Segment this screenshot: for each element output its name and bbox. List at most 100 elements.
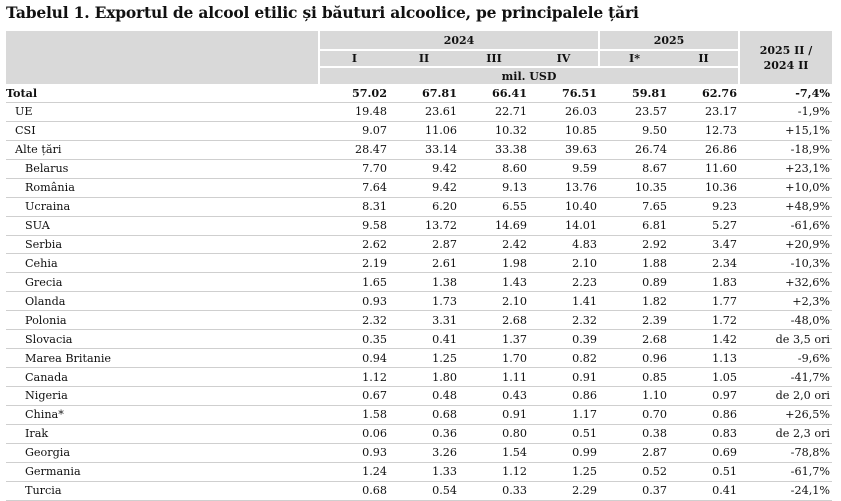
row-label: Grecia <box>6 272 319 293</box>
change-cell: -41,7% <box>739 367 832 387</box>
value-cell: 2.42 <box>459 235 529 255</box>
value-cell: 0.86 <box>669 405 739 425</box>
change-cell: -1,9% <box>739 102 832 122</box>
value-cell: 2.32 <box>319 310 389 331</box>
table-row: Canada 1.12 1.80 1.11 0.91 0.85 1.05 -41,7% <box>6 367 832 387</box>
value-cell: 0.41 <box>669 481 739 501</box>
value-cell: 0.93 <box>319 443 389 463</box>
value-cell: 0.33 <box>459 481 529 501</box>
table-title: Tabelul 1. Exportul de alcool etilic și … <box>6 3 639 22</box>
value-cell: 6.55 <box>459 197 529 217</box>
value-cell: 9.42 <box>389 159 459 179</box>
value-cell: 57.02 <box>319 84 389 103</box>
row-label: Irak <box>6 424 319 444</box>
value-cell: 2.62 <box>319 235 389 255</box>
change-cell: -61,7% <box>739 462 832 482</box>
value-cell: 1.77 <box>669 291 739 312</box>
value-cell: 1.12 <box>459 462 529 482</box>
table-row: Grecia 1.65 1.38 1.43 2.23 0.89 1.83 +32,6% <box>6 272 832 293</box>
change-cell: -48,0% <box>739 310 832 331</box>
value-cell: 1.37 <box>459 329 529 350</box>
value-cell: 1.05 <box>669 367 739 387</box>
value-cell: 0.54 <box>389 481 459 501</box>
table-row: Germania 1.24 1.33 1.12 1.25 0.52 0.51 -61,7% <box>6 462 832 482</box>
value-cell: 2.32 <box>529 310 599 331</box>
value-cell: 26.86 <box>669 140 739 160</box>
value-cell: 9.23 <box>669 197 739 217</box>
header-change: 2025 II / 2024 II <box>739 31 832 84</box>
value-cell: 1.25 <box>529 462 599 482</box>
header-change-line2: 2024 II <box>763 58 809 72</box>
table-row: Alte țări 28.47 33.14 33.38 39.63 26.74 26.86-… <box>6 140 832 160</box>
header-quarter-2024-4: IV <box>529 50 600 67</box>
value-cell: 1.41 <box>529 291 599 312</box>
value-cell: 8.67 <box>599 159 669 179</box>
value-cell: 6.81 <box>599 216 669 236</box>
table-row: Cehia 2.19 2.61 1.98 2.10 1.88 2.34 -10,3% <box>6 253 832 274</box>
value-cell: 33.14 <box>389 140 459 160</box>
value-cell: 14.01 <box>529 216 599 236</box>
value-cell: 2.87 <box>599 443 669 463</box>
value-cell: 0.94 <box>319 348 389 369</box>
value-cell: 1.25 <box>389 348 459 369</box>
change-cell: +32,6% <box>739 272 832 293</box>
value-cell: 1.33 <box>389 462 459 482</box>
value-cell: 0.91 <box>529 367 599 387</box>
row-label: UE <box>6 102 319 122</box>
value-cell: 6.20 <box>389 197 459 217</box>
table-row: Irak 0.06 0.36 0.80 0.51 0.38 0.83 de 2,3 ori <box>6 424 832 444</box>
row-label: Turcia <box>6 481 319 501</box>
value-cell: 1.13 <box>669 348 739 369</box>
header-quarter-2025-1: I* <box>599 50 669 67</box>
value-cell: 0.37 <box>599 481 669 501</box>
header-year-2025: 2025 <box>599 31 740 51</box>
value-cell: 0.70 <box>599 405 669 425</box>
header-change-line1: 2025 II / <box>759 43 813 57</box>
value-cell: 1.98 <box>459 253 529 274</box>
value-cell: 1.17 <box>529 405 599 425</box>
value-cell: 1.58 <box>319 405 389 425</box>
value-cell: 0.67 <box>319 386 389 406</box>
value-cell: 11.06 <box>389 121 459 141</box>
value-cell: 0.85 <box>599 367 669 387</box>
value-cell: 26.74 <box>599 140 669 160</box>
header-quarter-2024-1: I <box>319 50 389 67</box>
value-cell: 9.07 <box>319 121 389 141</box>
change-cell: -18,9% <box>739 140 832 160</box>
table-header: 2024 2025 2025 II / 2024 II I II III IV … <box>6 31 832 84</box>
row-label: Slovacia <box>6 329 319 350</box>
value-cell: 19.48 <box>319 102 389 122</box>
value-cell: 0.82 <box>529 348 599 369</box>
value-cell: 10.85 <box>529 121 599 141</box>
table-row: Georgia 0.93 3.26 1.54 0.99 2.87 0.69 -78,8% <box>6 443 832 463</box>
table-row: Ucraina 8.31 6.20 6.55 10.40 7.65 9.23 +48,9% <box>6 197 832 217</box>
value-cell: 2.23 <box>529 272 599 293</box>
value-cell: 1.80 <box>389 367 459 387</box>
row-label: Germania <box>6 462 319 482</box>
change-cell: +20,9% <box>739 235 832 255</box>
value-cell: 26.03 <box>529 102 599 122</box>
value-cell: 1.42 <box>669 329 739 350</box>
table-row: UE 19.48 23.61 22.71 26.03 23.57 23.17 -1,9% <box>6 102 832 122</box>
value-cell: 2.10 <box>459 291 529 312</box>
table-row: Marea Britanie 0.94 1.25 1.70 0.82 0.96 1.13 -9… <box>6 348 832 369</box>
value-cell: 0.51 <box>529 424 599 444</box>
change-cell: +48,9% <box>739 197 832 217</box>
value-cell: 8.60 <box>459 159 529 179</box>
row-label: Serbia <box>6 235 319 255</box>
value-cell: 2.29 <box>529 481 599 501</box>
value-cell: 23.61 <box>389 102 459 122</box>
value-cell: 13.72 <box>389 216 459 236</box>
table-row: Total 57.02 67.81 66.41 76.51 59.81 62.76 -7,4% <box>6 84 832 103</box>
value-cell: 1.38 <box>389 272 459 293</box>
value-cell: 12.73 <box>669 121 739 141</box>
table-row: Belarus 7.70 9.42 8.60 9.59 8.67 11.60 +23,1% <box>6 159 832 179</box>
value-cell: 1.54 <box>459 443 529 463</box>
row-label: Ucraina <box>6 197 319 217</box>
value-cell: 2.68 <box>599 329 669 350</box>
value-cell: 1.73 <box>389 291 459 312</box>
value-cell: 1.12 <box>319 367 389 387</box>
row-label: Georgia <box>6 443 319 463</box>
value-cell: 10.35 <box>599 178 669 198</box>
value-cell: 33.38 <box>459 140 529 160</box>
